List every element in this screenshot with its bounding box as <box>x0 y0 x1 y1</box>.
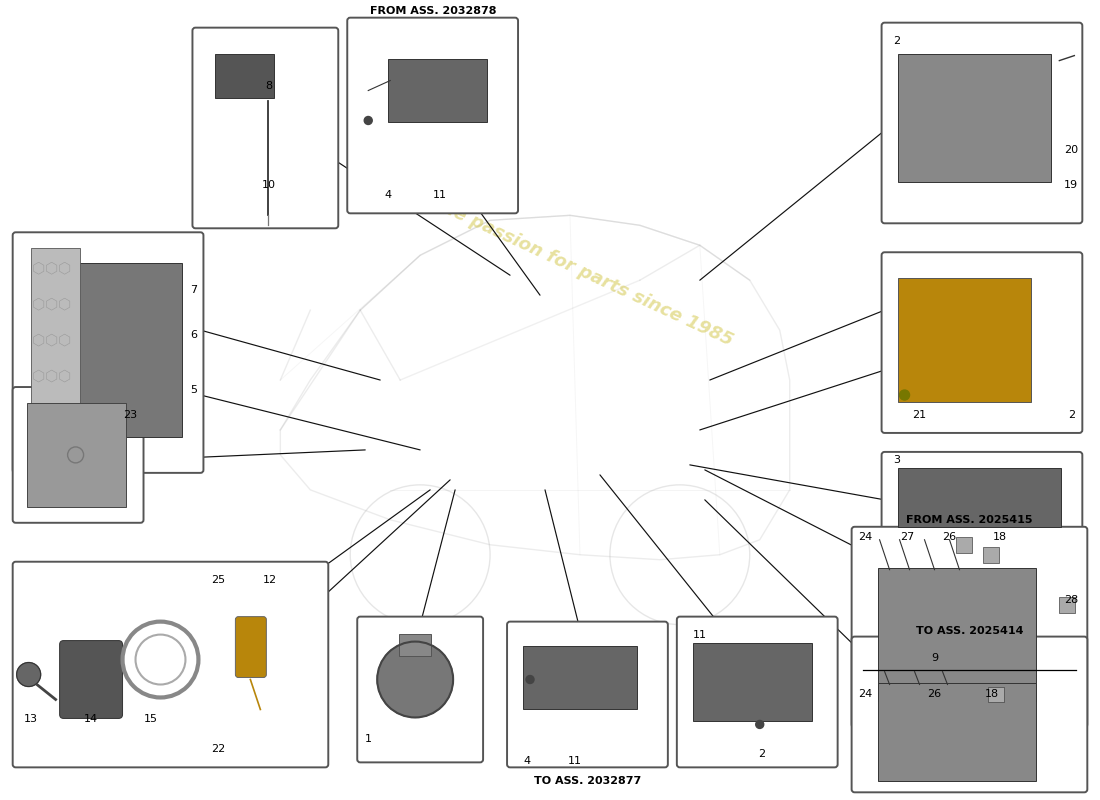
Text: 1: 1 <box>365 734 372 745</box>
Text: 26: 26 <box>943 532 957 542</box>
FancyBboxPatch shape <box>13 232 203 473</box>
Text: 9: 9 <box>931 653 938 662</box>
FancyBboxPatch shape <box>13 562 328 767</box>
Text: 28: 28 <box>1064 594 1078 605</box>
FancyBboxPatch shape <box>851 637 1087 792</box>
Text: 12: 12 <box>263 574 277 585</box>
FancyBboxPatch shape <box>522 646 637 710</box>
FancyBboxPatch shape <box>74 263 183 437</box>
FancyBboxPatch shape <box>59 641 122 718</box>
Text: 15: 15 <box>143 714 157 725</box>
Circle shape <box>756 721 763 729</box>
FancyBboxPatch shape <box>399 634 431 655</box>
Text: 20: 20 <box>1065 146 1078 155</box>
FancyBboxPatch shape <box>235 617 266 678</box>
FancyBboxPatch shape <box>1059 597 1076 613</box>
FancyBboxPatch shape <box>676 617 837 767</box>
Text: TO ASS. 2025414: TO ASS. 2025414 <box>915 626 1023 635</box>
Text: 24: 24 <box>858 532 872 542</box>
Text: 2: 2 <box>758 750 766 759</box>
Text: 24: 24 <box>858 690 872 699</box>
FancyBboxPatch shape <box>881 22 1082 223</box>
Text: 6: 6 <box>190 330 197 340</box>
Text: the passion for parts since 1985: the passion for parts since 1985 <box>430 194 735 350</box>
FancyBboxPatch shape <box>898 54 1052 182</box>
Text: 11: 11 <box>693 630 707 639</box>
FancyBboxPatch shape <box>192 28 339 228</box>
Text: 3: 3 <box>893 455 900 465</box>
FancyBboxPatch shape <box>693 642 812 722</box>
FancyBboxPatch shape <box>31 248 79 452</box>
Text: 4: 4 <box>524 756 530 766</box>
Circle shape <box>900 390 910 400</box>
Text: 13: 13 <box>24 714 37 725</box>
Text: 11: 11 <box>568 756 582 766</box>
Circle shape <box>377 642 453 718</box>
FancyBboxPatch shape <box>878 682 1036 782</box>
FancyBboxPatch shape <box>216 54 274 98</box>
Text: 23: 23 <box>123 410 138 420</box>
FancyBboxPatch shape <box>348 18 518 214</box>
FancyBboxPatch shape <box>851 526 1087 727</box>
Text: TO ASS. 2032877: TO ASS. 2032877 <box>534 776 641 786</box>
FancyBboxPatch shape <box>898 278 1032 402</box>
FancyBboxPatch shape <box>881 452 1082 553</box>
FancyBboxPatch shape <box>878 568 1036 702</box>
Text: FROM ASS. 2025415: FROM ASS. 2025415 <box>906 514 1033 525</box>
Circle shape <box>16 662 41 686</box>
FancyBboxPatch shape <box>983 546 1000 562</box>
Text: 2: 2 <box>1068 410 1075 420</box>
Text: 27: 27 <box>901 532 915 542</box>
Text: 14: 14 <box>84 714 98 725</box>
Text: 22: 22 <box>211 744 226 754</box>
Text: 18: 18 <box>984 690 999 699</box>
FancyBboxPatch shape <box>358 617 483 762</box>
Text: 26: 26 <box>927 690 942 699</box>
Text: 11: 11 <box>433 190 447 200</box>
Text: 5: 5 <box>190 385 197 395</box>
FancyBboxPatch shape <box>957 537 972 553</box>
Text: 8: 8 <box>265 81 272 90</box>
Text: 19: 19 <box>1065 180 1078 190</box>
FancyBboxPatch shape <box>388 58 487 122</box>
Circle shape <box>526 675 534 683</box>
FancyBboxPatch shape <box>898 468 1062 526</box>
FancyBboxPatch shape <box>26 403 125 507</box>
Circle shape <box>364 117 372 125</box>
Text: 25: 25 <box>211 574 226 585</box>
FancyBboxPatch shape <box>13 387 143 522</box>
Text: 18: 18 <box>992 532 1007 542</box>
FancyBboxPatch shape <box>881 252 1082 433</box>
Text: 4: 4 <box>385 190 392 200</box>
Text: 10: 10 <box>262 180 275 190</box>
Text: FROM ASS. 2032878: FROM ASS. 2032878 <box>370 6 496 16</box>
Text: 2: 2 <box>893 36 900 46</box>
FancyBboxPatch shape <box>507 622 668 767</box>
Text: 7: 7 <box>190 285 197 295</box>
FancyBboxPatch shape <box>989 686 1004 702</box>
Text: 21: 21 <box>913 410 926 420</box>
